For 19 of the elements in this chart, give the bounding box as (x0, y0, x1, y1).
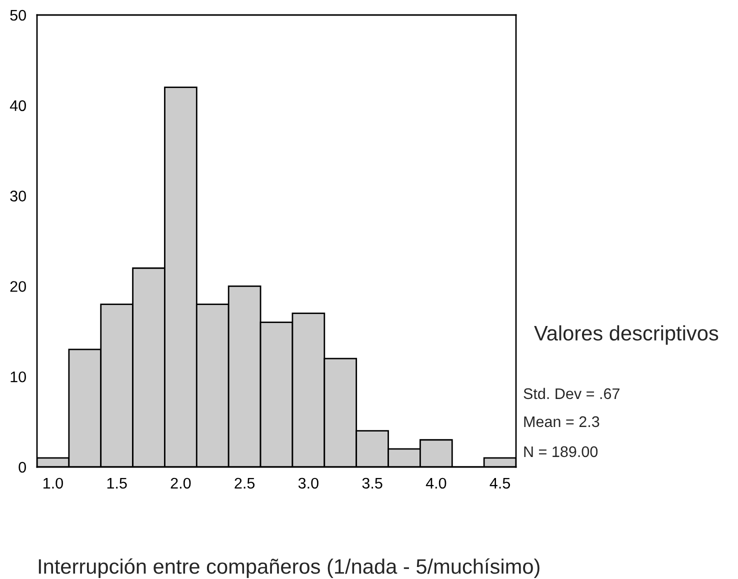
x-axis-title: Interrupción entre compañeros (1/nada - 5/muchísimo) (38, 558, 540, 578)
y-tick-label: 40 (10, 100, 26, 112)
x-tick-label: 2.5 (234, 478, 255, 489)
text: Mean = 2.3 (524, 416, 600, 428)
x-tick-label: 1.5 (107, 478, 127, 489)
text: N = 189.00 (524, 446, 598, 458)
text: Valores descriptivos (534, 325, 718, 345)
text: Std. Dev = .67 (524, 388, 620, 400)
x-tick-label: 2.0 (170, 478, 191, 489)
y-tick-label: 10 (10, 371, 26, 382)
x-tick-label: 3.5 (362, 478, 382, 489)
y-tick-label: 50 (10, 10, 26, 21)
y-tick-label: 0 (18, 462, 26, 473)
y-tick-label: 30 (10, 190, 26, 202)
x-tick-label: 3.0 (298, 478, 318, 489)
x-tick-label: 4.0 (426, 478, 446, 489)
y-tick-label: 20 (10, 281, 26, 292)
x-tick-label: 1.0 (44, 478, 63, 489)
x-tick-label: 4.5 (490, 478, 510, 489)
